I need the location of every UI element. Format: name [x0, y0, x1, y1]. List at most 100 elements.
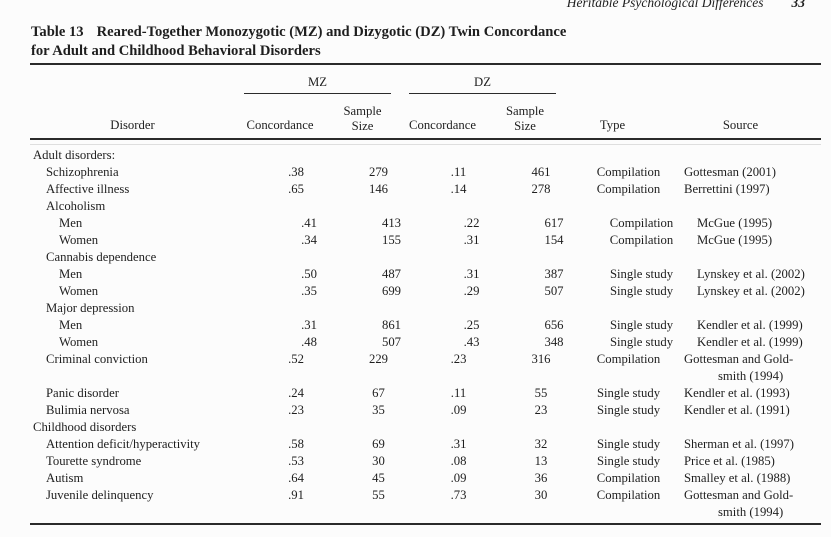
- table-row: Cannabis dependence: [30, 249, 821, 266]
- table-row: Men .41 413 .22 617 Compilation McGue (1995): [30, 215, 821, 232]
- cell-source: Gottesman and Gold-smith (1994): [676, 487, 831, 521]
- cell-dz-sample-size: 23: [534, 403, 548, 417]
- cell-source: Smalley et al. (1988): [676, 470, 831, 487]
- cell-mz-sample-size: 507: [381, 335, 402, 349]
- cell-dz-concordance: .11: [450, 165, 467, 179]
- table-header-faint-rule: [30, 144, 821, 145]
- source-line1: Kendler et al. (1991): [684, 403, 790, 417]
- cell-mz-concordance: .58: [288, 437, 304, 451]
- cell-dz-sample-size: 461: [531, 165, 551, 179]
- sample-size-header-line1: Sample: [505, 104, 545, 118]
- source-line1: Sherman et al. (1997): [684, 437, 794, 451]
- cell-dz-sample-size: 316: [531, 352, 551, 366]
- cell-type: Compilation: [596, 182, 661, 196]
- cell-mz-concordance: .53: [288, 454, 304, 468]
- cell-mz-sample-size: 487: [381, 267, 402, 281]
- cell-dz-concordance: .31: [463, 233, 480, 247]
- cell-mz-concordance: .65: [288, 182, 304, 196]
- table-title-line1: Reared-Together Monozygotic (MZ) and Diz…: [96, 24, 567, 40]
- cell-dz-concordance: .31: [450, 437, 467, 451]
- cell-disorder: Criminal conviction: [46, 352, 148, 366]
- cell-mz-concordance: .50: [301, 267, 317, 281]
- cell-disorder: Attention deficit/hyperactivity: [46, 437, 200, 451]
- table-row: Panic disorder .24 67 .11 55 Single study Kend…: [30, 385, 821, 402]
- mz-group-header: MZ: [244, 74, 391, 94]
- table-row: Attention deficit/hyperactivity .58 69 .31 3…: [30, 436, 821, 453]
- table-row: Women .48 507 .43 348 Single study Kendler et …: [30, 334, 821, 351]
- cell-source: Kendler et al. (1999): [689, 334, 831, 351]
- cell-disorder: Major depression: [46, 301, 135, 315]
- cell-mz-sample-size: 55: [372, 488, 385, 502]
- table-row: Men .50 487 .31 387 Single study Lynskey et al…: [30, 266, 821, 283]
- table-row: Alcoholism: [30, 198, 821, 215]
- cell-mz-sample-size: 413: [381, 216, 402, 230]
- cell-source: Berrettini (1997): [676, 181, 831, 198]
- table-header-rule: [30, 138, 821, 140]
- cell-dz-concordance: .29: [463, 284, 480, 298]
- col-header-mz-concordance: Concordance: [246, 118, 314, 132]
- col-header-dz-concordance: Concordance: [409, 118, 476, 132]
- cell-dz-concordance: .23: [450, 352, 467, 366]
- table-row: Women .34 155 .31 154 Compilation McGue (1995): [30, 232, 821, 249]
- col-header-type: Type: [599, 118, 626, 132]
- cell-type: Compilation: [596, 471, 661, 485]
- cell-mz-concordance: .34: [301, 233, 317, 247]
- table-row: Bulimia nervosa .23 35 .09 23 Single study Ken…: [30, 402, 821, 419]
- cell-mz-sample-size: 699: [381, 284, 402, 298]
- cell-type: Single study: [596, 386, 661, 400]
- cell-dz-concordance: .08: [450, 454, 467, 468]
- cell-disorder: Panic disorder: [46, 386, 119, 400]
- source-line1: McGue (1995): [697, 216, 773, 230]
- cell-mz-sample-size: 146: [368, 182, 389, 196]
- cell-dz-concordance: .09: [450, 471, 467, 485]
- table-row: Women .35 699 .29 507 Single study Lynskey et …: [30, 283, 821, 300]
- col-header-mz-sample-size: Sample Size: [325, 104, 400, 134]
- cell-source: Kendler et al. (1993): [676, 385, 831, 402]
- cell-disorder: Alcoholism: [46, 199, 106, 213]
- running-head-title: Heritable Psychological Differences: [566, 0, 764, 10]
- cell-mz-concordance: .48: [301, 335, 317, 349]
- cell-dz-concordance: .73: [450, 488, 467, 502]
- source-line1: Kendler et al. (1993): [684, 386, 790, 400]
- cell-dz-sample-size: 154: [544, 233, 564, 247]
- cell-dz-sample-size: 30: [534, 488, 548, 502]
- cell-mz-concordance: .31: [301, 318, 317, 332]
- sample-size-header-line2: Size: [351, 119, 374, 133]
- running-head: Heritable Psychological Differences 33: [567, 0, 805, 11]
- cell-dz-sample-size: 13: [534, 454, 548, 468]
- cell-dz-sample-size: 32: [534, 437, 548, 451]
- source-line1: Gottesman and Gold-: [684, 352, 794, 366]
- source-line1: Price et al. (1985): [684, 454, 775, 468]
- cell-disorder: Affective illness: [46, 182, 130, 196]
- cell-dz-concordance: .31: [463, 267, 480, 281]
- table-body: Adult disorders: Schizophrenia .38 279 .11 46…: [30, 145, 821, 521]
- table-row: Schizophrenia .38 279 .11 461 Compilation Gott…: [30, 164, 821, 181]
- cell-mz-concordance: .35: [301, 284, 317, 298]
- source-line1: Lynskey et al. (2002): [697, 284, 805, 298]
- cell-disorder: Autism: [46, 471, 84, 485]
- cell-dz-concordance: .14: [450, 182, 467, 196]
- cell-mz-concordance: .38: [288, 165, 304, 179]
- cell-disorder: Cannabis dependence: [46, 250, 157, 264]
- table-row: Juvenile delinquency .91 55 .73 30 Compilatio…: [30, 487, 821, 521]
- source-line1: Kendler et al. (1999): [697, 318, 803, 332]
- cell-source: Lynskey et al. (2002): [689, 283, 831, 300]
- source-line1: Smalley et al. (1988): [684, 471, 791, 485]
- cell-source: Kendler et al. (1991): [676, 402, 831, 419]
- cell-dz-concordance: .22: [463, 216, 480, 230]
- cell-disorder: Tourette syndrome: [46, 454, 142, 468]
- cell-type: Compilation: [596, 165, 661, 179]
- cell-dz-sample-size: 656: [544, 318, 564, 332]
- cell-disorder: Women: [59, 335, 99, 349]
- cell-type: Single study: [609, 318, 674, 332]
- source-line1: Gottesman (2001): [684, 165, 776, 179]
- cell-mz-concordance: .52: [288, 352, 304, 366]
- source-line1: McGue (1995): [697, 233, 773, 247]
- cell-source: Gottesman and Gold-smith (1994): [676, 351, 831, 385]
- cell-source: Lynskey et al. (2002): [689, 266, 831, 283]
- table-row: Criminal conviction .52 229 .23 316 Compilati…: [30, 351, 821, 385]
- cell-type: Single study: [596, 437, 661, 451]
- cell-type: Compilation: [609, 216, 674, 230]
- cell-type: Single study: [609, 267, 674, 281]
- cell-type: Single study: [609, 335, 674, 349]
